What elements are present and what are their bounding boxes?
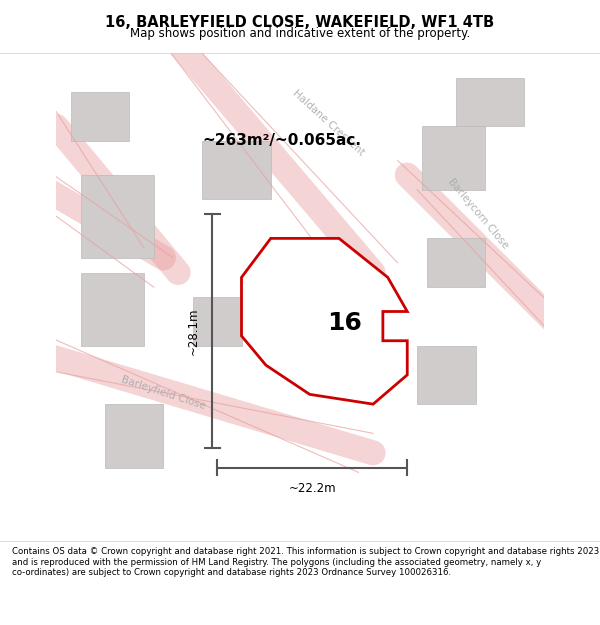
Polygon shape	[105, 404, 163, 468]
Text: Barleycorn Close: Barleycorn Close	[446, 176, 511, 250]
Text: ~263m²/~0.065ac.: ~263m²/~0.065ac.	[202, 133, 361, 148]
Text: 16: 16	[327, 311, 362, 334]
Polygon shape	[80, 272, 144, 346]
Text: ~28.1m: ~28.1m	[187, 308, 200, 355]
Text: 16, BARLEYFIELD CLOSE, WAKEFIELD, WF1 4TB: 16, BARLEYFIELD CLOSE, WAKEFIELD, WF1 4T…	[106, 15, 494, 30]
Text: Map shows position and indicative extent of the property.: Map shows position and indicative extent…	[130, 27, 470, 40]
Text: Contains OS data © Crown copyright and database right 2021. This information is : Contains OS data © Crown copyright and d…	[12, 548, 599, 577]
Polygon shape	[202, 141, 271, 199]
Polygon shape	[71, 92, 130, 141]
Polygon shape	[427, 238, 485, 287]
Text: Barleyfield Close: Barleyfield Close	[119, 374, 206, 411]
Polygon shape	[422, 126, 485, 189]
Polygon shape	[417, 346, 476, 404]
Text: ~22.2m: ~22.2m	[289, 482, 336, 495]
Polygon shape	[241, 238, 407, 404]
Polygon shape	[80, 175, 154, 258]
Polygon shape	[456, 78, 524, 126]
Text: Haldane Crescent: Haldane Crescent	[290, 88, 366, 158]
Polygon shape	[193, 297, 241, 346]
